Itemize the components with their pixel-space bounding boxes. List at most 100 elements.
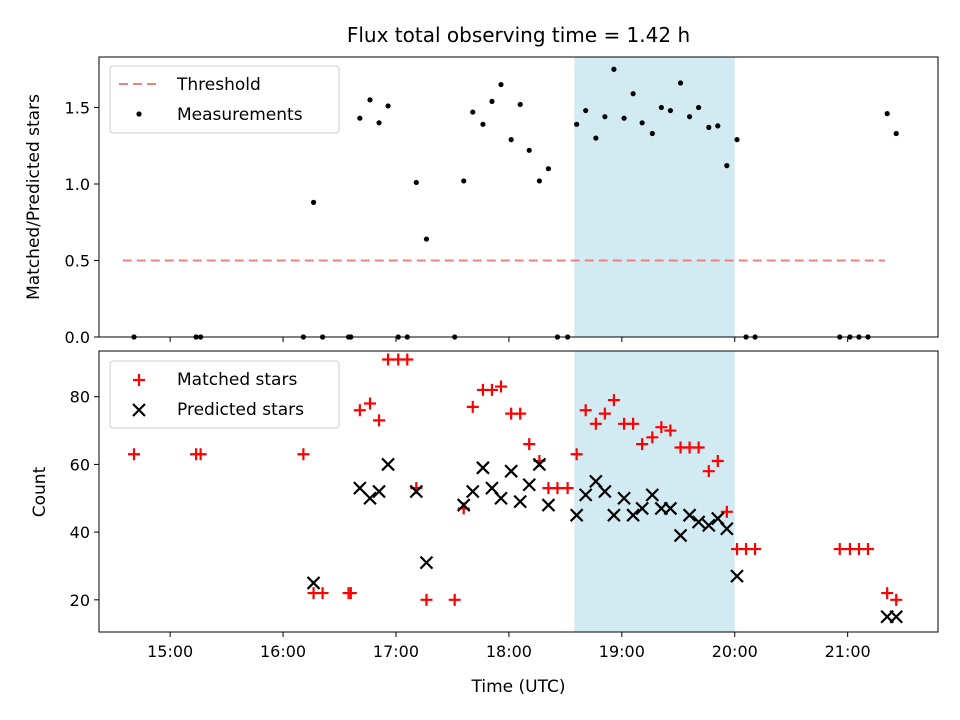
measurement-point bbox=[357, 115, 363, 121]
measurement-point bbox=[621, 115, 627, 121]
legend-matched-swatch bbox=[133, 374, 145, 386]
measurement-point bbox=[367, 97, 373, 103]
matched-star-point bbox=[494, 380, 507, 393]
matched-star-point bbox=[420, 593, 433, 606]
measurement-point bbox=[489, 98, 495, 104]
predicted-star-point bbox=[306, 576, 321, 590]
bottom-x-tick-label: 19:00 bbox=[599, 642, 645, 661]
matched-star-point bbox=[692, 441, 705, 454]
measurement-point bbox=[630, 91, 636, 97]
chart-title: Flux total observing time = 1.42 h bbox=[347, 23, 690, 47]
predicted-star-point bbox=[541, 498, 556, 512]
matched-star-point bbox=[579, 404, 592, 417]
matched-star-point bbox=[711, 455, 724, 468]
matched-star-point bbox=[194, 448, 207, 461]
matched-star-point bbox=[655, 421, 668, 434]
predicted-star-point bbox=[645, 488, 660, 502]
top-y-tick-label: 0.5 bbox=[65, 251, 90, 270]
matched-star-point bbox=[551, 482, 564, 495]
predicted-star-point bbox=[730, 569, 744, 583]
matched-star-point bbox=[598, 407, 611, 420]
bottom-y-tick-label: 40 bbox=[70, 523, 90, 542]
predicted-star-point bbox=[691, 515, 706, 529]
matched-star-point bbox=[373, 414, 386, 427]
predicted-star-point bbox=[504, 464, 518, 478]
matched-star-point bbox=[646, 431, 659, 444]
predicted-star-point bbox=[635, 501, 649, 516]
predicted-star-point bbox=[372, 484, 386, 499]
predicted-star-point bbox=[578, 488, 593, 502]
bottom-y-tick-label: 80 bbox=[70, 388, 90, 407]
matched-star-point bbox=[382, 353, 395, 366]
bottom-panel: 20 40 60 80 15:00 16:00 17:00 18:00 19:00 20:00 2… bbox=[30, 350, 939, 697]
top-y-ticks: 0.0 0.5 1.0 1.5 bbox=[65, 98, 99, 347]
predicted-star-point bbox=[465, 484, 480, 499]
measurement-point bbox=[498, 81, 504, 88]
measurement-point bbox=[686, 114, 693, 120]
top-legend: Threshold Measurements bbox=[109, 65, 340, 134]
matched-star-point bbox=[485, 383, 498, 396]
measurement-point bbox=[470, 109, 476, 115]
bottom-x-ticks: 15:00 16:00 17:00 18:00 19:00 20:00 21:00 bbox=[147, 632, 871, 661]
predicted-star-point bbox=[363, 491, 377, 506]
measurement-point bbox=[639, 120, 645, 126]
bottom-legend-box bbox=[109, 360, 340, 429]
predicted-star-point bbox=[456, 498, 471, 512]
legend-predicted-label: Predicted stars bbox=[177, 400, 304, 420]
measurement-point bbox=[884, 111, 890, 117]
bottom-y-axis-label: Count bbox=[30, 466, 50, 517]
bottom-y-tick-label: 60 bbox=[70, 455, 90, 474]
bottom-x-tick-label: 21:00 bbox=[825, 642, 871, 661]
matched-star-point bbox=[749, 543, 762, 556]
matched-star-point bbox=[627, 417, 640, 430]
top-y-tick-label: 0.0 bbox=[65, 328, 90, 347]
top-y-tick-label: 1.0 bbox=[65, 175, 90, 194]
measurement-point bbox=[526, 147, 532, 153]
bottom-x-tick-label: 16:00 bbox=[260, 642, 306, 661]
predicted-star-point bbox=[626, 508, 640, 522]
bottom-x-tick-label: 15:00 bbox=[147, 642, 193, 661]
top-panel: 0.0 0.5 1.0 1.5 Matched/Predicted stars Thr… bbox=[24, 56, 939, 347]
predicted-star-point bbox=[419, 555, 434, 570]
matched-star-point bbox=[881, 587, 894, 600]
matched-star-point bbox=[607, 394, 620, 407]
measurement-point bbox=[734, 137, 740, 143]
matched-star-point bbox=[636, 438, 649, 451]
measurement-point bbox=[376, 120, 382, 126]
measurement-point bbox=[480, 121, 486, 127]
matched-star-point bbox=[523, 438, 536, 451]
matched-star-point bbox=[364, 397, 377, 410]
legend-matched-label: Matched stars bbox=[177, 370, 297, 390]
legend-measurements-swatch bbox=[136, 111, 142, 117]
matched-star-point bbox=[466, 400, 479, 413]
measurement-point bbox=[677, 80, 684, 86]
measurement-point bbox=[508, 137, 514, 143]
matched-star-point bbox=[664, 424, 677, 437]
top-y-axis-label: Matched/Predicted stars bbox=[24, 94, 44, 300]
measurement-point bbox=[517, 101, 523, 108]
measurement-point bbox=[696, 104, 702, 111]
predicted-star-point bbox=[607, 508, 621, 522]
matched-star-point bbox=[128, 448, 141, 461]
predicted-points bbox=[306, 457, 903, 624]
measurement-point bbox=[893, 130, 899, 137]
matched-star-point bbox=[344, 587, 357, 600]
predicted-star-point bbox=[663, 501, 678, 516]
predicted-star-point bbox=[522, 477, 537, 492]
predicted-star-point bbox=[673, 528, 688, 543]
legend-measurements-label: Measurements bbox=[177, 105, 303, 125]
bottom-x-tick-label: 17:00 bbox=[373, 642, 419, 661]
matched-star-point bbox=[861, 543, 874, 556]
predicted-star-point bbox=[381, 457, 395, 472]
predicted-star-point bbox=[353, 481, 367, 495]
predicted-star-point bbox=[701, 518, 716, 533]
measurement-point bbox=[611, 66, 617, 72]
predicted-star-point bbox=[720, 521, 734, 536]
predicted-star-point bbox=[476, 461, 490, 475]
measurement-point bbox=[658, 104, 664, 111]
matched-star-point bbox=[720, 505, 733, 518]
predicted-star-point bbox=[889, 609, 903, 624]
top-legend-box bbox=[109, 65, 340, 134]
matched-star-point bbox=[570, 448, 583, 461]
